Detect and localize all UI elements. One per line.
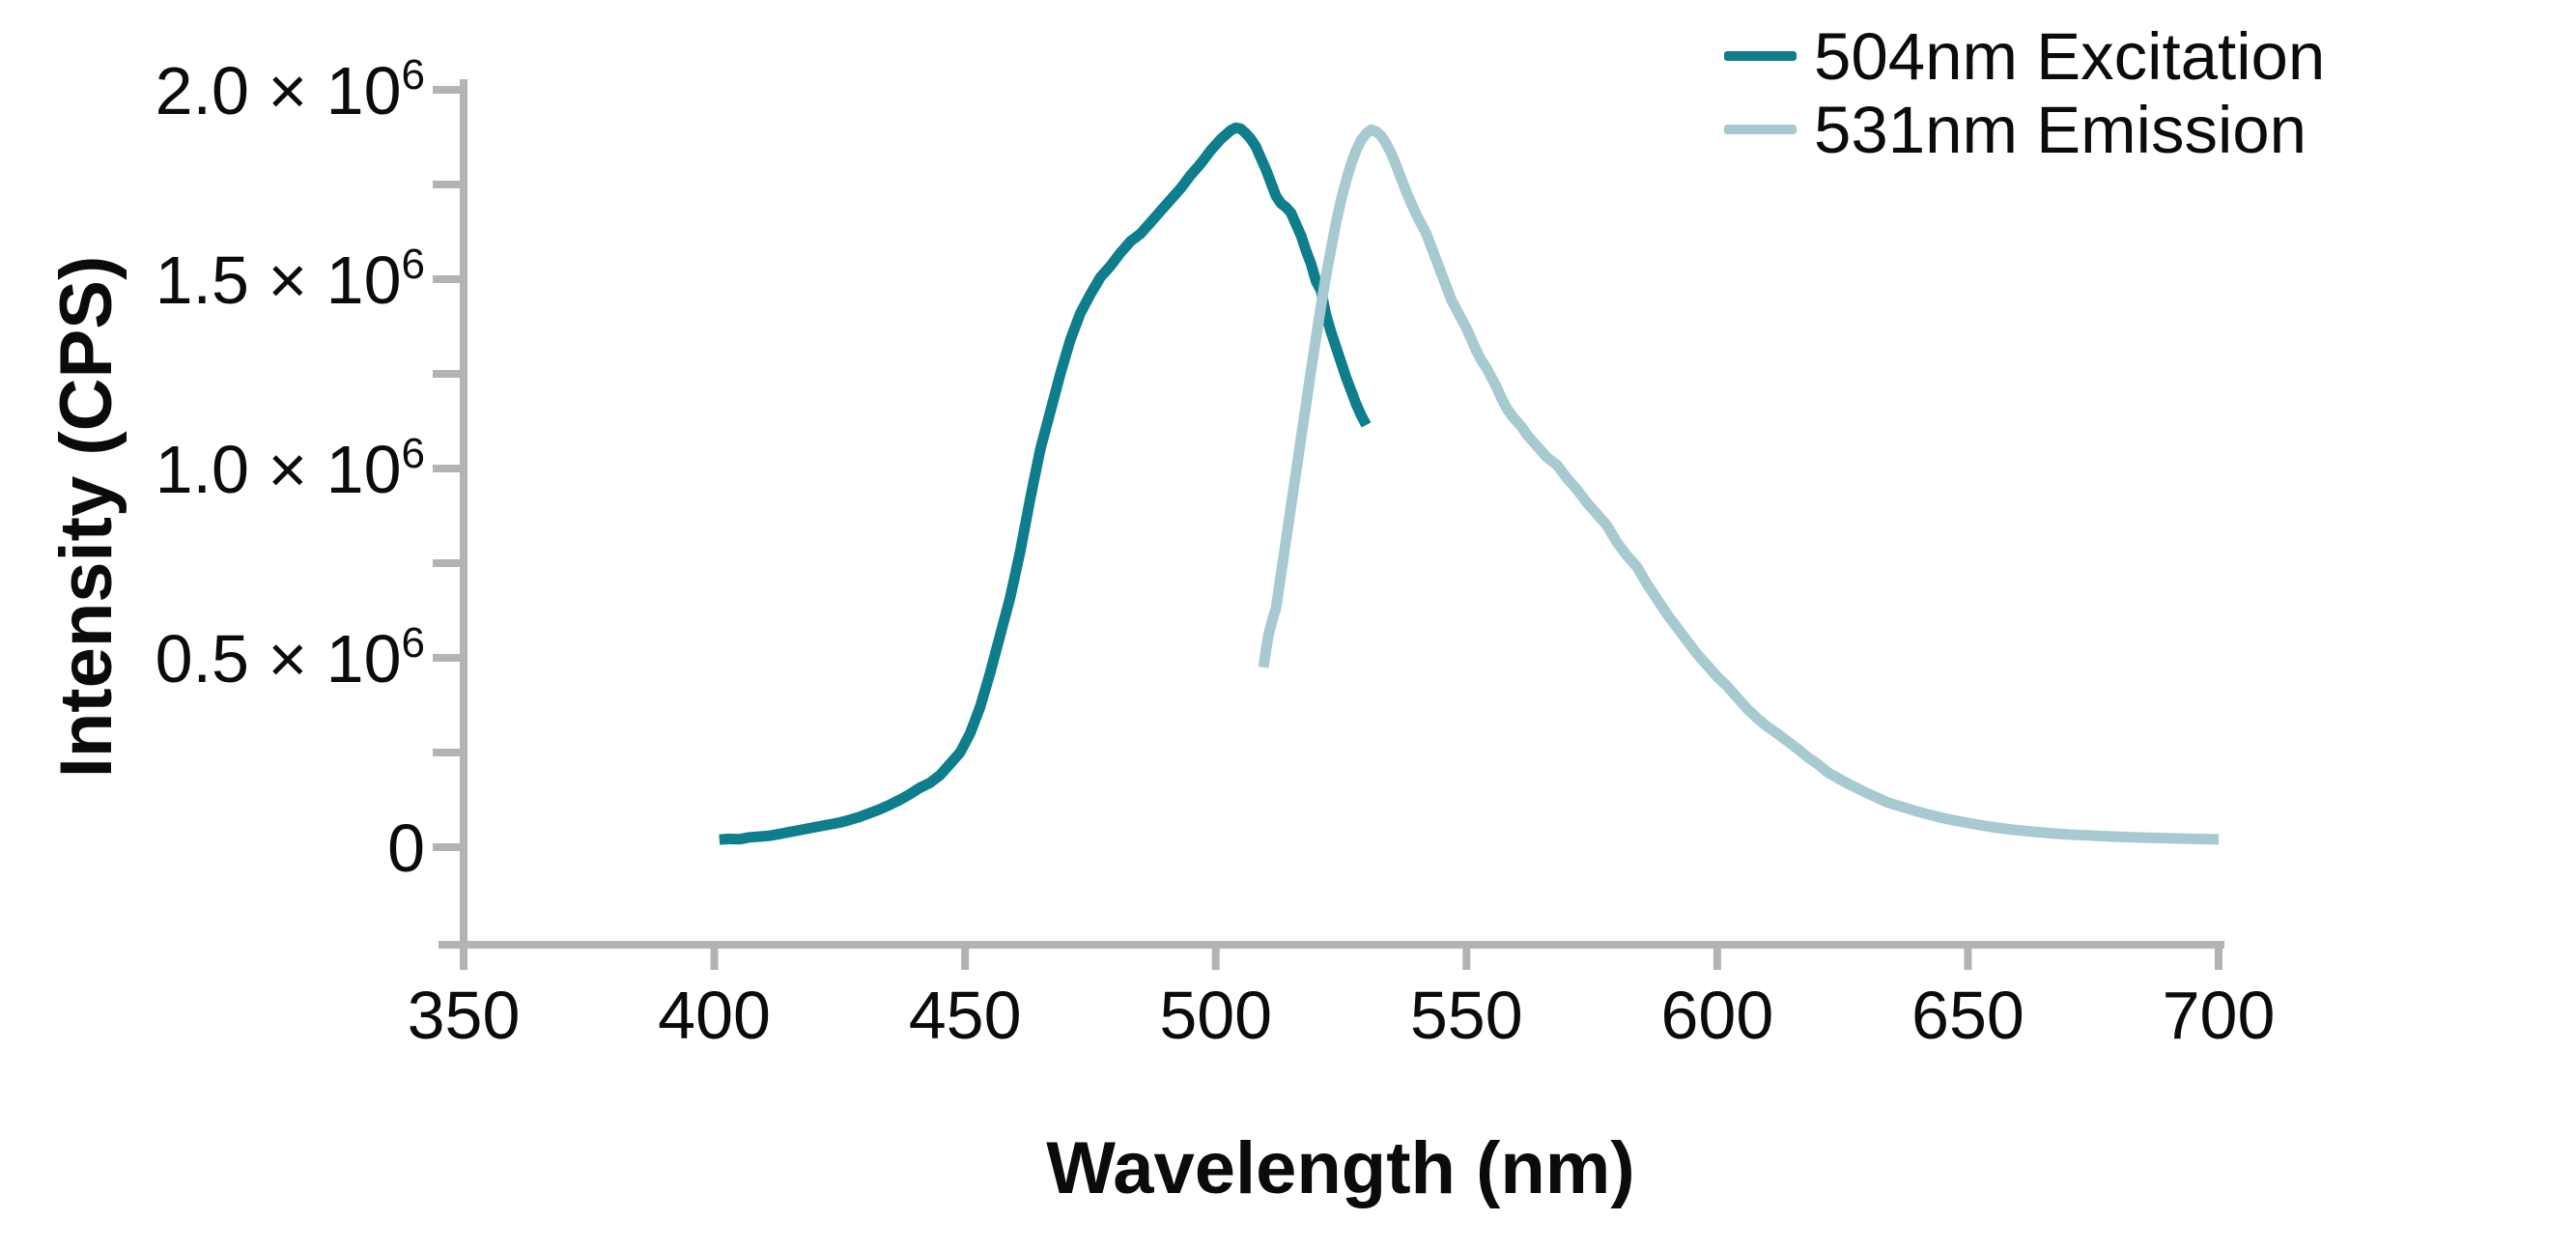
x-axis-tick-label: 650 [1911, 978, 2024, 1053]
legend-label-excitation: 504nm Excitation [1814, 18, 2326, 94]
axes-layer: 350 400 450 500 550 600 650 700 0 0.5 × 106 1.0 × … [156, 51, 2276, 1053]
y-axis-tick-label: 1.5 × 106 [156, 241, 425, 318]
legend: 504nm Excitation 531nm Emission [1724, 19, 2325, 166]
y-axis-tick-label: 1.0 × 106 [156, 430, 425, 507]
x-axis-tick-label: 400 [658, 978, 771, 1053]
x-axis-tick-label: 500 [1159, 978, 1272, 1053]
legend-swatch-excitation-icon [1724, 51, 1797, 61]
legend-swatch-emission-icon [1724, 125, 1797, 134]
y-axis-title: Intensity (CPS) [45, 256, 127, 779]
series-layer [719, 122, 2220, 845]
x-axis-tick-label: 550 [1410, 978, 1523, 1053]
x-axis-tick-label: 600 [1660, 978, 1773, 1053]
legend-label-emission: 531nm Emission [1814, 92, 2307, 167]
y-axis-tick-label: 0.5 × 106 [156, 619, 425, 696]
y-axis-tick-label: 0 [387, 810, 425, 886]
y-axis-tick-label: 2.0 × 106 [156, 51, 425, 128]
x-axis-tick-label: 350 [408, 978, 521, 1053]
curve-531nm-emission [1258, 124, 2220, 845]
x-axis-tick-label: 700 [2163, 978, 2276, 1053]
legend-item-emission: 531nm Emission [1724, 93, 2325, 166]
curve-504nm-excitation [719, 122, 1372, 845]
x-axis-title: Wavelength (nm) [1046, 1127, 1634, 1209]
legend-item-excitation: 504nm Excitation [1724, 19, 2325, 93]
x-axis-tick-label: 450 [909, 978, 1022, 1053]
